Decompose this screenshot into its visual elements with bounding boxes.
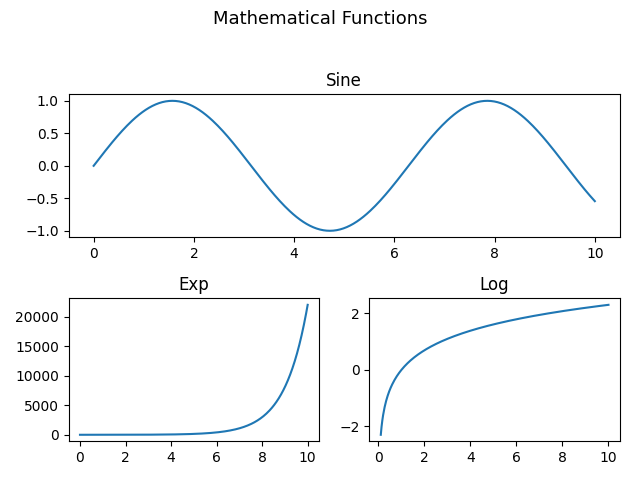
Title: Log: Log xyxy=(480,276,509,294)
Text: Mathematical Functions: Mathematical Functions xyxy=(212,10,428,28)
Title: Sine: Sine xyxy=(326,72,362,90)
Title: Exp: Exp xyxy=(179,276,209,294)
